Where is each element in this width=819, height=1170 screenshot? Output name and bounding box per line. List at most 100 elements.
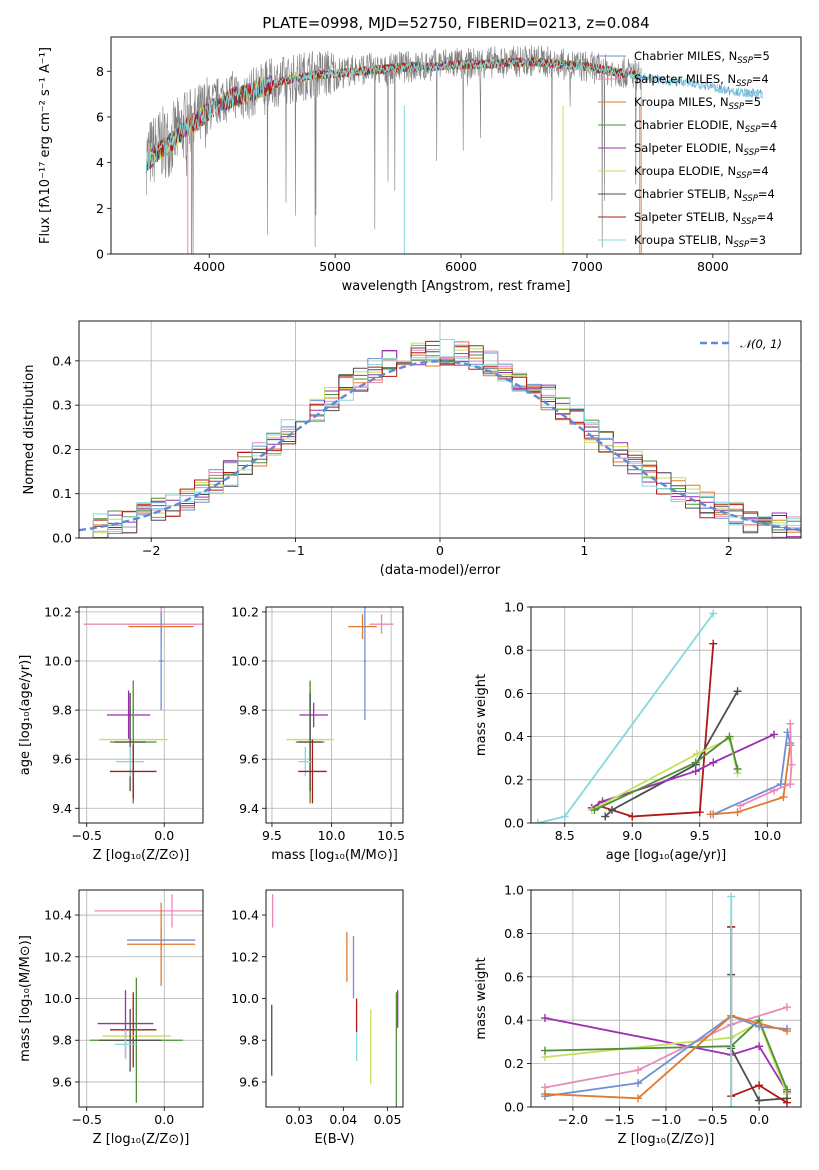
- y-tick-label: 9.6: [52, 1074, 72, 1089]
- y-tick-label: 0.8: [504, 926, 524, 941]
- y-tick-label: 0.0: [52, 531, 72, 546]
- legend-name: Salpeter MILES, N: [634, 72, 736, 86]
- mass-weight-line: [544, 1021, 788, 1095]
- mass-weight-marker: [727, 892, 736, 901]
- x-tick-label: 9.0: [622, 828, 642, 843]
- mass-weight-line: [544, 1017, 788, 1093]
- y-tick-label: 9.8: [52, 703, 72, 718]
- mass-weight-marker: [787, 760, 796, 769]
- x-tick-label: 0.0: [154, 1112, 174, 1127]
- normal-reference-curve: [79, 360, 801, 532]
- y-axis-label: mass [log₁₀(M/M⊙)]: [18, 935, 33, 1062]
- x-tick-label: 0: [436, 543, 444, 558]
- mass-weight-marker: [779, 793, 788, 802]
- mass-weight-marker: [755, 1081, 764, 1090]
- legend-entry: Salpeter ELODIE, NSSP=4: [634, 141, 776, 158]
- x-tick-label: 8000: [697, 259, 729, 274]
- x-tick-label: 7000: [571, 259, 603, 274]
- mass-weight-marker: [770, 730, 778, 739]
- mass-weight-line: [544, 1006, 788, 1089]
- legend-suffix: =4: [757, 210, 774, 224]
- chart-title: PLATE=0998, MJD=52750, FIBERID=0213, z=0…: [262, 14, 649, 32]
- x-axis-label: age [log₁₀(age/yr)]: [606, 848, 727, 863]
- x-tick-label: 0.05: [374, 1112, 402, 1127]
- legend-suffix: =4: [752, 164, 769, 178]
- x-axis-label: Z [log₁₀(Z/Z⊙)]: [618, 1132, 715, 1147]
- y-tick-label: 0.3: [52, 398, 72, 413]
- mass-weight-marker: [783, 1085, 792, 1094]
- legend-suffix: =4: [758, 187, 775, 201]
- legend-name: Salpeter STELIB, N: [634, 210, 741, 224]
- mass-weight-marker: [709, 609, 718, 618]
- y-axis-label: Normed distribution: [22, 365, 37, 495]
- mass-weight-marker: [733, 808, 742, 817]
- legend-entry: Kroupa STELIB, NSSP=3: [634, 233, 766, 250]
- y-tick-label: 1.0: [504, 883, 524, 898]
- mass-weight-marker: [634, 1079, 643, 1088]
- x-axis-label: mass [log₁₀(M/M⊙)]: [271, 848, 398, 863]
- mass-weight-marker: [783, 1027, 792, 1036]
- axes-frame: [265, 889, 404, 1108]
- y-tick-label: 10.2: [231, 949, 259, 964]
- mass-weight-marker: [628, 812, 637, 821]
- y-tick-label: 10.2: [44, 949, 72, 964]
- mass-weight-vs-age-axes: 8.5 9.0 9.5 10.0 0.0 0.2 0.4 0.6 0.8 1.0 age [log₁…: [474, 600, 802, 863]
- legend-entry: Salpeter MILES, NSSP=4: [634, 72, 769, 89]
- x-tick-label: 2: [725, 543, 733, 558]
- mass-weight-marker: [725, 732, 734, 741]
- mass-weight-marker: [634, 1094, 643, 1103]
- y-tick-label: 9.4: [239, 801, 259, 816]
- spectrum-data: [145, 44, 764, 254]
- legend-subscript: SSP: [744, 148, 760, 158]
- y-tick-label: 0.4: [504, 729, 524, 744]
- y-tick-label: 0.4: [504, 1013, 524, 1028]
- y-axis-label: mass weight: [474, 957, 489, 1039]
- age-vs-z-data: [83, 607, 203, 804]
- mass-weight-marker: [786, 780, 795, 789]
- y-tick-label: 10.0: [231, 991, 259, 1006]
- mass-weight-marker: [608, 806, 616, 815]
- mass-weight-marker: [786, 719, 795, 728]
- legend-subscript: SSP: [736, 79, 752, 89]
- legend-entry: Salpeter STELIB, NSSP=4: [634, 210, 774, 227]
- legend-subscript: SSP: [729, 102, 745, 112]
- mass-weight-marker: [770, 786, 778, 795]
- x-axis-label: (data-model)/error: [380, 563, 501, 578]
- x-tick-label: −0.5: [72, 1112, 102, 1127]
- mass-weight-marker: [691, 767, 700, 776]
- y-tick-label: 9.8: [239, 703, 259, 718]
- mass-weight-line: [604, 690, 739, 818]
- y-tick-label: 10.4: [231, 908, 259, 923]
- x-tick-label: −1.0: [651, 1112, 681, 1127]
- mass-weight-marker: [533, 819, 542, 823]
- mass-weight-marker: [601, 812, 610, 821]
- mass-weight-marker: [693, 749, 702, 758]
- mass-weight-marker: [540, 1089, 549, 1098]
- x-axis-label: E(B-V): [314, 1132, 354, 1147]
- y-tick-label: 10.0: [44, 654, 72, 669]
- x-tick-label: 4000: [193, 259, 225, 274]
- y-tick-label: 1.0: [504, 600, 524, 615]
- y-tick-label: 2: [96, 201, 104, 216]
- axes-frame: [110, 36, 802, 255]
- x-tick-label: 5000: [319, 259, 351, 274]
- y-tick-label: 4: [96, 155, 104, 170]
- mass-weight-marker: [540, 1014, 549, 1023]
- y-tick-label: 9.8: [239, 1033, 259, 1048]
- mass-weight-marker: [733, 765, 742, 773]
- x-tick-label: 9.5: [690, 828, 710, 843]
- mass-weight-marker: [755, 1096, 764, 1105]
- x-tick-label: −2: [142, 543, 160, 558]
- y-tick-label: 0.2: [504, 1056, 524, 1071]
- legend-suffix: =4: [760, 118, 777, 132]
- x-tick-label: −1.5: [604, 1112, 634, 1127]
- mass-weight-marker: [634, 1066, 643, 1075]
- mass-weight-marker: [755, 1042, 764, 1051]
- axes-frame: [78, 889, 204, 1108]
- x-axis-label: Z [log₁₀(Z/Z⊙)]: [93, 1132, 190, 1147]
- mass-weight-line: [544, 1015, 788, 1100]
- x-tick-label: 8.5: [555, 828, 575, 843]
- legend-subscript: SSP: [737, 56, 753, 66]
- y-tick-label: 0.0: [504, 816, 524, 831]
